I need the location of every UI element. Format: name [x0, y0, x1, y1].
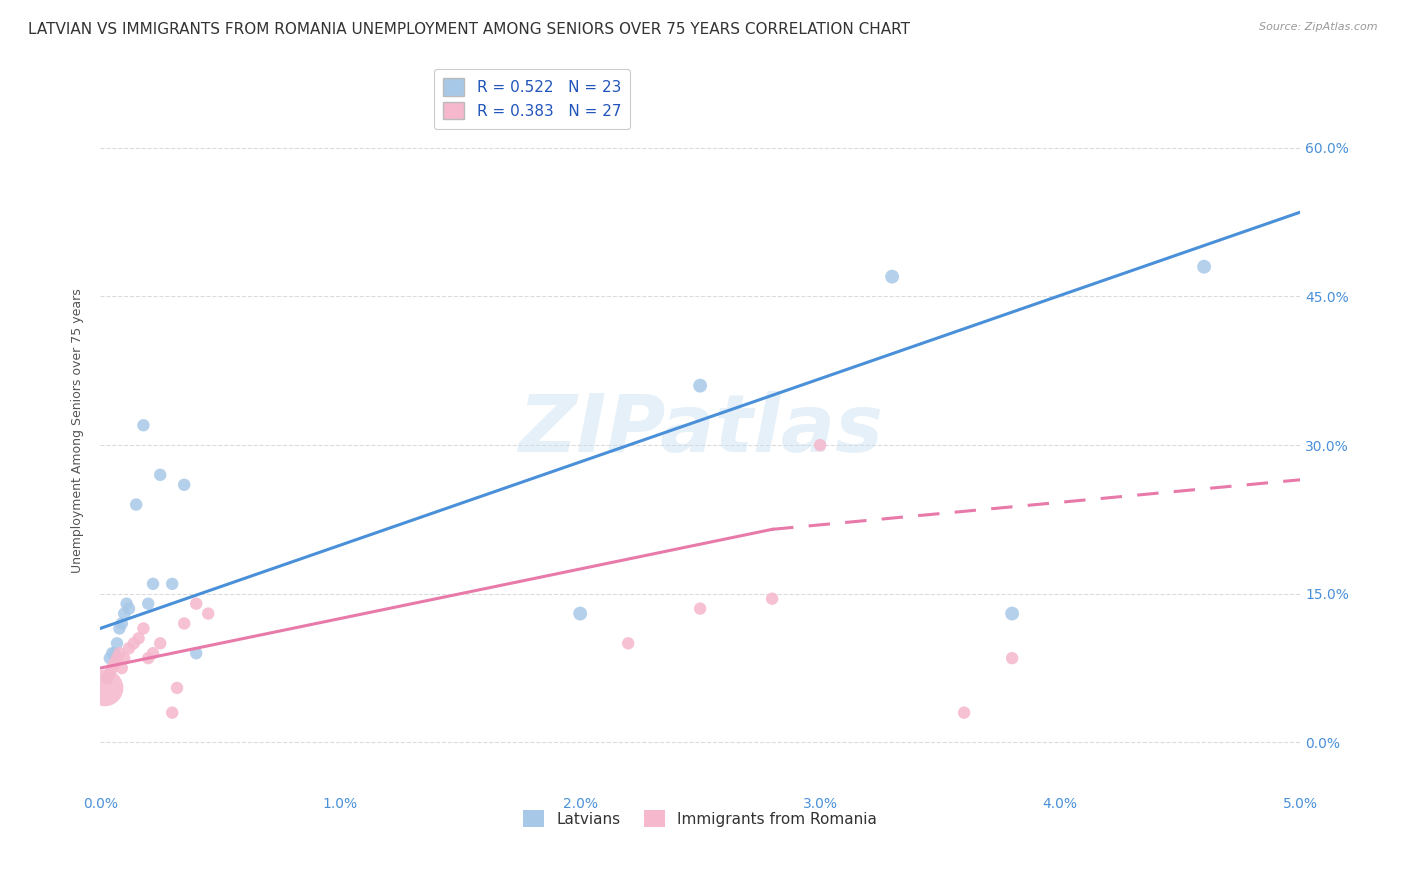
- Point: [689, 378, 711, 392]
- Point: [149, 636, 172, 650]
- Point: [186, 646, 208, 660]
- Point: [108, 646, 131, 660]
- Point: [111, 661, 134, 675]
- Point: [136, 651, 159, 665]
- Text: ZIPatlas: ZIPatlas: [517, 392, 883, 469]
- Text: Source: ZipAtlas.com: Source: ZipAtlas.com: [1260, 22, 1378, 32]
- Point: [108, 622, 131, 636]
- Point: [132, 622, 155, 636]
- Point: [689, 601, 711, 615]
- Point: [808, 438, 831, 452]
- Point: [617, 636, 640, 650]
- Point: [104, 656, 127, 670]
- Point: [96, 671, 118, 685]
- Point: [125, 498, 148, 512]
- Point: [142, 646, 165, 660]
- Point: [761, 591, 783, 606]
- Point: [160, 577, 183, 591]
- Point: [173, 477, 195, 491]
- Legend: Latvians, Immigrants from Romania: Latvians, Immigrants from Romania: [516, 802, 884, 835]
- Point: [105, 636, 128, 650]
- Point: [186, 597, 208, 611]
- Point: [149, 467, 172, 482]
- Point: [104, 646, 127, 660]
- Point: [166, 681, 188, 695]
- Point: [128, 632, 150, 646]
- Point: [101, 646, 124, 660]
- Point: [105, 651, 128, 665]
- Point: [132, 418, 155, 433]
- Point: [98, 666, 121, 681]
- Point: [1001, 607, 1024, 621]
- Point: [94, 681, 117, 695]
- Point: [142, 577, 165, 591]
- Point: [112, 651, 135, 665]
- Point: [569, 607, 592, 621]
- Point: [197, 607, 219, 621]
- Point: [118, 641, 141, 656]
- Point: [136, 597, 159, 611]
- Point: [115, 597, 138, 611]
- Y-axis label: Unemployment Among Seniors over 75 years: Unemployment Among Seniors over 75 years: [72, 288, 84, 573]
- Point: [111, 616, 134, 631]
- Point: [98, 651, 121, 665]
- Point: [173, 616, 195, 631]
- Point: [112, 607, 135, 621]
- Text: LATVIAN VS IMMIGRANTS FROM ROMANIA UNEMPLOYMENT AMONG SENIORS OVER 75 YEARS CORR: LATVIAN VS IMMIGRANTS FROM ROMANIA UNEMP…: [28, 22, 910, 37]
- Point: [118, 601, 141, 615]
- Point: [122, 636, 145, 650]
- Point: [1192, 260, 1215, 274]
- Point: [882, 269, 904, 284]
- Point: [101, 661, 124, 675]
- Point: [160, 706, 183, 720]
- Point: [953, 706, 976, 720]
- Point: [1001, 651, 1024, 665]
- Point: [96, 671, 118, 685]
